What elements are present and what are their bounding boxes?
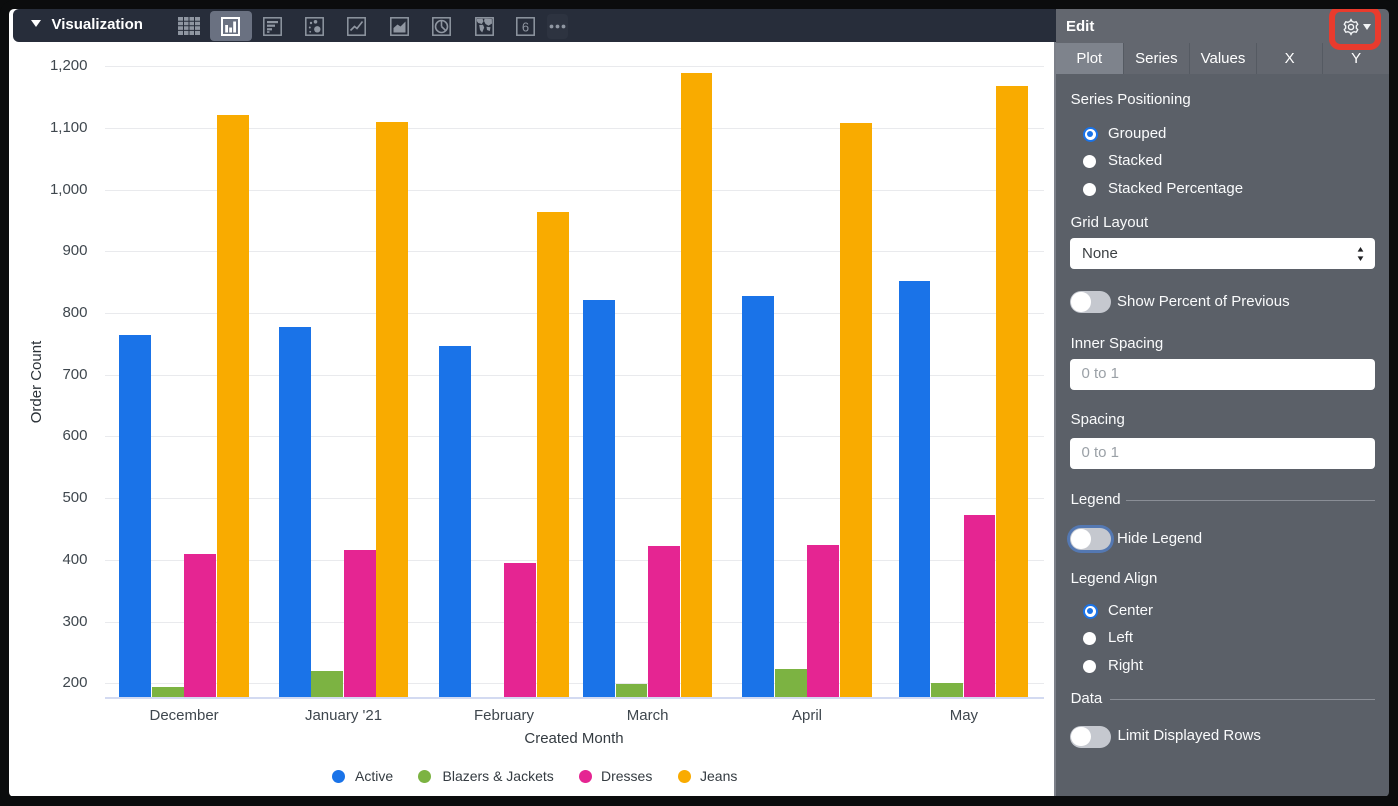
svg-text:6: 6: [522, 19, 529, 34]
